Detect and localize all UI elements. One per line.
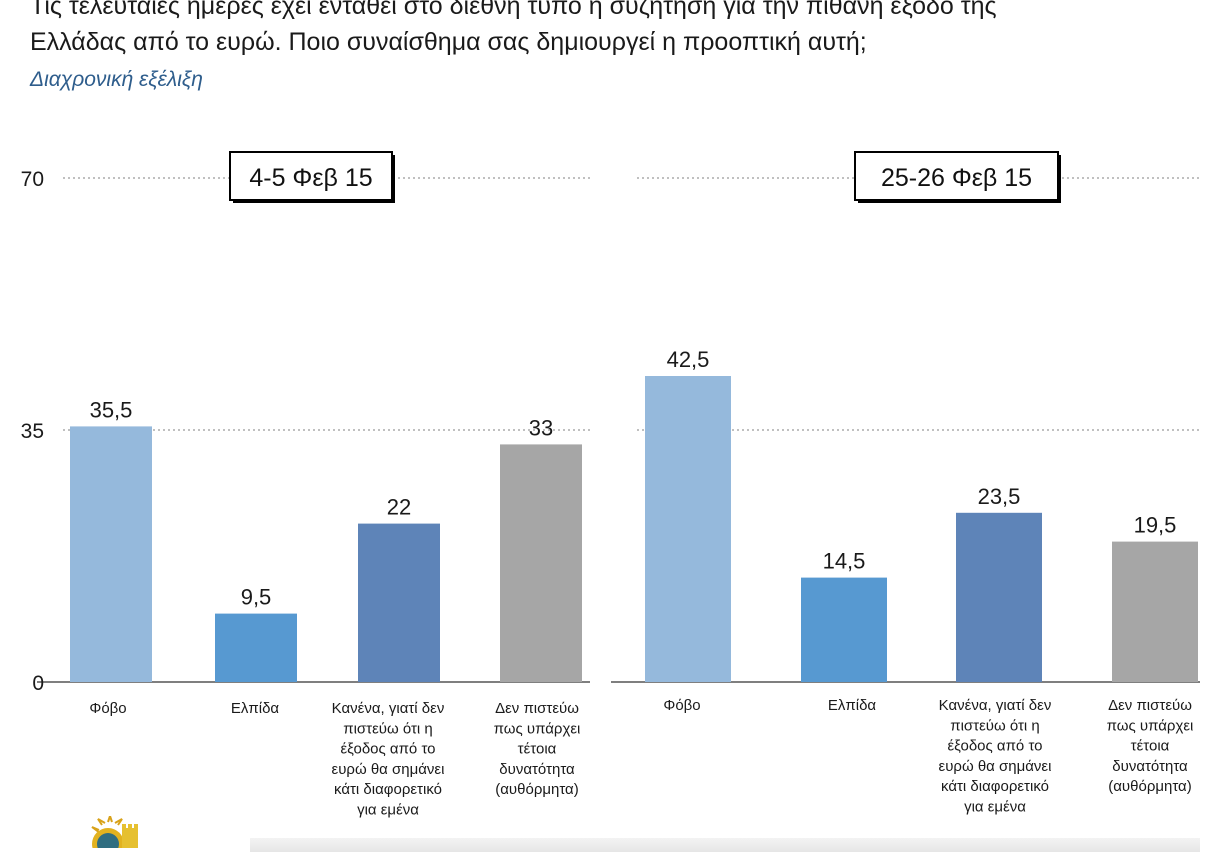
category-label: Δεν πιστεύω πως υπάρχει τέτοια δυνατότητα (α… xyxy=(494,700,581,798)
data-label: 23,5 xyxy=(978,484,1021,509)
subtitle: Διαχρονική εξέλιξη xyxy=(30,68,203,91)
category-label: Δεν πιστεύω πως υπάρχει τέτοια δυνατότητα (α… xyxy=(1107,697,1194,795)
bar xyxy=(801,577,887,682)
period-title: 4-5 Φεβ 15 xyxy=(249,164,372,192)
bar xyxy=(956,512,1042,682)
data-label: 14,5 xyxy=(823,549,866,574)
data-label: 33 xyxy=(529,415,553,440)
bar xyxy=(500,444,582,682)
question-text: Τις τελευταίες ημέρες έχει ενταθεί στο δ… xyxy=(30,0,997,56)
period-title: 25-26 Φεβ 15 xyxy=(881,164,1032,192)
category-label: Ελπίδα xyxy=(828,697,877,714)
logo-emblem xyxy=(91,816,138,848)
bar xyxy=(358,523,440,682)
footer-bar xyxy=(250,838,1200,852)
bar xyxy=(215,613,297,682)
category-label: Ελπίδα xyxy=(231,700,280,717)
data-label: 35,5 xyxy=(90,397,133,422)
y-tick-label: 0 xyxy=(32,672,44,695)
category-label: Φόβο xyxy=(663,697,700,714)
category-label: Κανένα, γιατί δεν πιστεύω ότι η έξοδος από… xyxy=(332,700,445,819)
category-label: Φόβο xyxy=(89,700,126,717)
period-box xyxy=(854,151,1059,201)
y-tick-label: 70 xyxy=(21,168,44,191)
bar xyxy=(1112,541,1198,682)
bar xyxy=(70,426,152,682)
data-label: 19,5 xyxy=(1134,513,1177,538)
data-label: 9,5 xyxy=(241,585,272,610)
bar xyxy=(645,376,731,682)
period-box xyxy=(229,151,393,201)
data-label: 22 xyxy=(387,495,411,520)
category-label: Κανένα, γιατί δεν πιστεύω ότι η έξοδος από… xyxy=(939,697,1052,816)
data-label: 42,5 xyxy=(667,347,710,372)
y-tick-label: 35 xyxy=(21,420,44,443)
